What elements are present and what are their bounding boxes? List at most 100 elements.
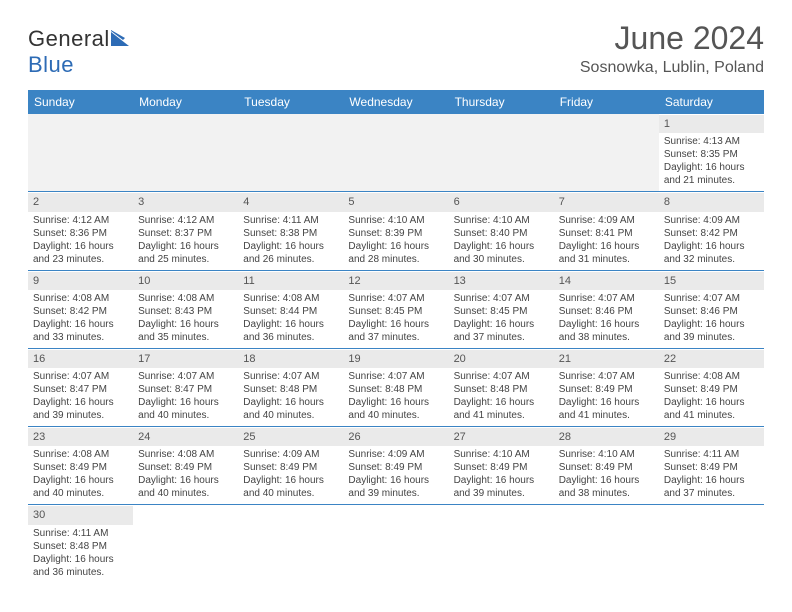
day-details: Sunrise: 4:07 AMSunset: 8:48 PMDaylight:… xyxy=(343,368,448,426)
day-number: 1 xyxy=(659,114,764,133)
day-details: Sunrise: 4:08 AMSunset: 8:49 PMDaylight:… xyxy=(659,368,764,426)
calendar-cell: 13Sunrise: 4:07 AMSunset: 8:45 PMDayligh… xyxy=(449,270,554,348)
day-number: 18 xyxy=(238,349,343,368)
calendar-cell xyxy=(659,505,764,583)
weekday-header: Wednesday xyxy=(343,90,448,114)
calendar-cell: 4Sunrise: 4:11 AMSunset: 8:38 PMDaylight… xyxy=(238,192,343,270)
day-number: 29 xyxy=(659,427,764,446)
day-number: 21 xyxy=(554,349,659,368)
day-details: Sunrise: 4:10 AMSunset: 8:39 PMDaylight:… xyxy=(343,212,448,270)
calendar-cell: 10Sunrise: 4:08 AMSunset: 8:43 PMDayligh… xyxy=(133,270,238,348)
day-details: Sunrise: 4:11 AMSunset: 8:38 PMDaylight:… xyxy=(238,212,343,270)
calendar-cell: 1Sunrise: 4:13 AMSunset: 8:35 PMDaylight… xyxy=(659,114,764,192)
calendar-table: Sunday Monday Tuesday Wednesday Thursday… xyxy=(28,90,764,583)
day-number: 16 xyxy=(28,349,133,368)
day-number: 4 xyxy=(238,192,343,211)
title-block: June 2024 Sosnowka, Lublin, Poland xyxy=(580,20,764,77)
location: Sosnowka, Lublin, Poland xyxy=(580,59,764,77)
calendar-cell: 5Sunrise: 4:10 AMSunset: 8:39 PMDaylight… xyxy=(343,192,448,270)
day-details: Sunrise: 4:07 AMSunset: 8:47 PMDaylight:… xyxy=(28,368,133,426)
calendar-cell: 14Sunrise: 4:07 AMSunset: 8:46 PMDayligh… xyxy=(554,270,659,348)
calendar-cell: 3Sunrise: 4:12 AMSunset: 8:37 PMDaylight… xyxy=(133,192,238,270)
calendar-cell: 8Sunrise: 4:09 AMSunset: 8:42 PMDaylight… xyxy=(659,192,764,270)
day-number: 9 xyxy=(28,271,133,290)
day-details: Sunrise: 4:09 AMSunset: 8:42 PMDaylight:… xyxy=(659,212,764,270)
day-details: Sunrise: 4:07 AMSunset: 8:45 PMDaylight:… xyxy=(343,290,448,348)
weekday-header-row: Sunday Monday Tuesday Wednesday Thursday… xyxy=(28,90,764,114)
calendar-cell xyxy=(554,114,659,192)
day-details: Sunrise: 4:10 AMSunset: 8:49 PMDaylight:… xyxy=(554,446,659,504)
weekday-header: Thursday xyxy=(449,90,554,114)
calendar-cell: 9Sunrise: 4:08 AMSunset: 8:42 PMDaylight… xyxy=(28,270,133,348)
calendar-cell: 15Sunrise: 4:07 AMSunset: 8:46 PMDayligh… xyxy=(659,270,764,348)
calendar-row: 30Sunrise: 4:11 AMSunset: 8:48 PMDayligh… xyxy=(28,505,764,583)
day-details: Sunrise: 4:08 AMSunset: 8:49 PMDaylight:… xyxy=(28,446,133,504)
day-number: 28 xyxy=(554,427,659,446)
calendar-cell xyxy=(28,114,133,192)
calendar-row: 23Sunrise: 4:08 AMSunset: 8:49 PMDayligh… xyxy=(28,427,764,505)
calendar-cell xyxy=(343,505,448,583)
day-details: Sunrise: 4:13 AMSunset: 8:35 PMDaylight:… xyxy=(659,133,764,191)
day-number: 13 xyxy=(449,271,554,290)
calendar-cell: 22Sunrise: 4:08 AMSunset: 8:49 PMDayligh… xyxy=(659,348,764,426)
calendar-cell: 30Sunrise: 4:11 AMSunset: 8:48 PMDayligh… xyxy=(28,505,133,583)
day-number: 10 xyxy=(133,271,238,290)
calendar-cell: 24Sunrise: 4:08 AMSunset: 8:49 PMDayligh… xyxy=(133,427,238,505)
day-number: 26 xyxy=(343,427,448,446)
calendar-row: 2Sunrise: 4:12 AMSunset: 8:36 PMDaylight… xyxy=(28,192,764,270)
calendar-cell xyxy=(133,114,238,192)
calendar-cell: 6Sunrise: 4:10 AMSunset: 8:40 PMDaylight… xyxy=(449,192,554,270)
day-details: Sunrise: 4:11 AMSunset: 8:48 PMDaylight:… xyxy=(28,525,133,583)
calendar-row: 9Sunrise: 4:08 AMSunset: 8:42 PMDaylight… xyxy=(28,270,764,348)
day-details: Sunrise: 4:10 AMSunset: 8:40 PMDaylight:… xyxy=(449,212,554,270)
day-details: Sunrise: 4:08 AMSunset: 8:44 PMDaylight:… xyxy=(238,290,343,348)
calendar-cell: 18Sunrise: 4:07 AMSunset: 8:48 PMDayligh… xyxy=(238,348,343,426)
calendar-cell: 21Sunrise: 4:07 AMSunset: 8:49 PMDayligh… xyxy=(554,348,659,426)
day-number: 12 xyxy=(343,271,448,290)
calendar-cell: 26Sunrise: 4:09 AMSunset: 8:49 PMDayligh… xyxy=(343,427,448,505)
calendar-cell: 16Sunrise: 4:07 AMSunset: 8:47 PMDayligh… xyxy=(28,348,133,426)
day-number: 23 xyxy=(28,427,133,446)
calendar-cell: 25Sunrise: 4:09 AMSunset: 8:49 PMDayligh… xyxy=(238,427,343,505)
weekday-header: Saturday xyxy=(659,90,764,114)
day-number: 6 xyxy=(449,192,554,211)
logo-general: General xyxy=(28,26,110,51)
calendar-cell xyxy=(343,114,448,192)
header: GeneralBlue June 2024 Sosnowka, Lublin, … xyxy=(28,20,764,78)
day-details: Sunrise: 4:07 AMSunset: 8:46 PMDaylight:… xyxy=(659,290,764,348)
day-number: 2 xyxy=(28,192,133,211)
calendar-cell: 19Sunrise: 4:07 AMSunset: 8:48 PMDayligh… xyxy=(343,348,448,426)
day-number: 20 xyxy=(449,349,554,368)
day-details: Sunrise: 4:08 AMSunset: 8:49 PMDaylight:… xyxy=(133,446,238,504)
day-number: 22 xyxy=(659,349,764,368)
weekday-header: Friday xyxy=(554,90,659,114)
day-details: Sunrise: 4:09 AMSunset: 8:41 PMDaylight:… xyxy=(554,212,659,270)
day-details: Sunrise: 4:07 AMSunset: 8:45 PMDaylight:… xyxy=(449,290,554,348)
day-details: Sunrise: 4:08 AMSunset: 8:42 PMDaylight:… xyxy=(28,290,133,348)
day-number: 5 xyxy=(343,192,448,211)
day-number: 7 xyxy=(554,192,659,211)
calendar-cell: 17Sunrise: 4:07 AMSunset: 8:47 PMDayligh… xyxy=(133,348,238,426)
day-details: Sunrise: 4:11 AMSunset: 8:49 PMDaylight:… xyxy=(659,446,764,504)
logo-blue: Blue xyxy=(28,52,74,77)
calendar-cell xyxy=(238,505,343,583)
calendar-cell: 12Sunrise: 4:07 AMSunset: 8:45 PMDayligh… xyxy=(343,270,448,348)
calendar-cell: 7Sunrise: 4:09 AMSunset: 8:41 PMDaylight… xyxy=(554,192,659,270)
day-number: 3 xyxy=(133,192,238,211)
day-details: Sunrise: 4:07 AMSunset: 8:49 PMDaylight:… xyxy=(554,368,659,426)
logo: GeneralBlue xyxy=(28,26,131,78)
logo-text: GeneralBlue xyxy=(28,26,131,78)
day-number: 11 xyxy=(238,271,343,290)
day-details: Sunrise: 4:07 AMSunset: 8:46 PMDaylight:… xyxy=(554,290,659,348)
calendar-cell: 23Sunrise: 4:08 AMSunset: 8:49 PMDayligh… xyxy=(28,427,133,505)
day-number: 8 xyxy=(659,192,764,211)
calendar-cell xyxy=(133,505,238,583)
calendar-row: 16Sunrise: 4:07 AMSunset: 8:47 PMDayligh… xyxy=(28,348,764,426)
calendar-row: 1Sunrise: 4:13 AMSunset: 8:35 PMDaylight… xyxy=(28,114,764,192)
calendar-cell: 20Sunrise: 4:07 AMSunset: 8:48 PMDayligh… xyxy=(449,348,554,426)
day-number: 17 xyxy=(133,349,238,368)
day-details: Sunrise: 4:07 AMSunset: 8:48 PMDaylight:… xyxy=(449,368,554,426)
calendar-cell: 27Sunrise: 4:10 AMSunset: 8:49 PMDayligh… xyxy=(449,427,554,505)
day-details: Sunrise: 4:12 AMSunset: 8:37 PMDaylight:… xyxy=(133,212,238,270)
logo-flag-icon xyxy=(111,26,131,52)
